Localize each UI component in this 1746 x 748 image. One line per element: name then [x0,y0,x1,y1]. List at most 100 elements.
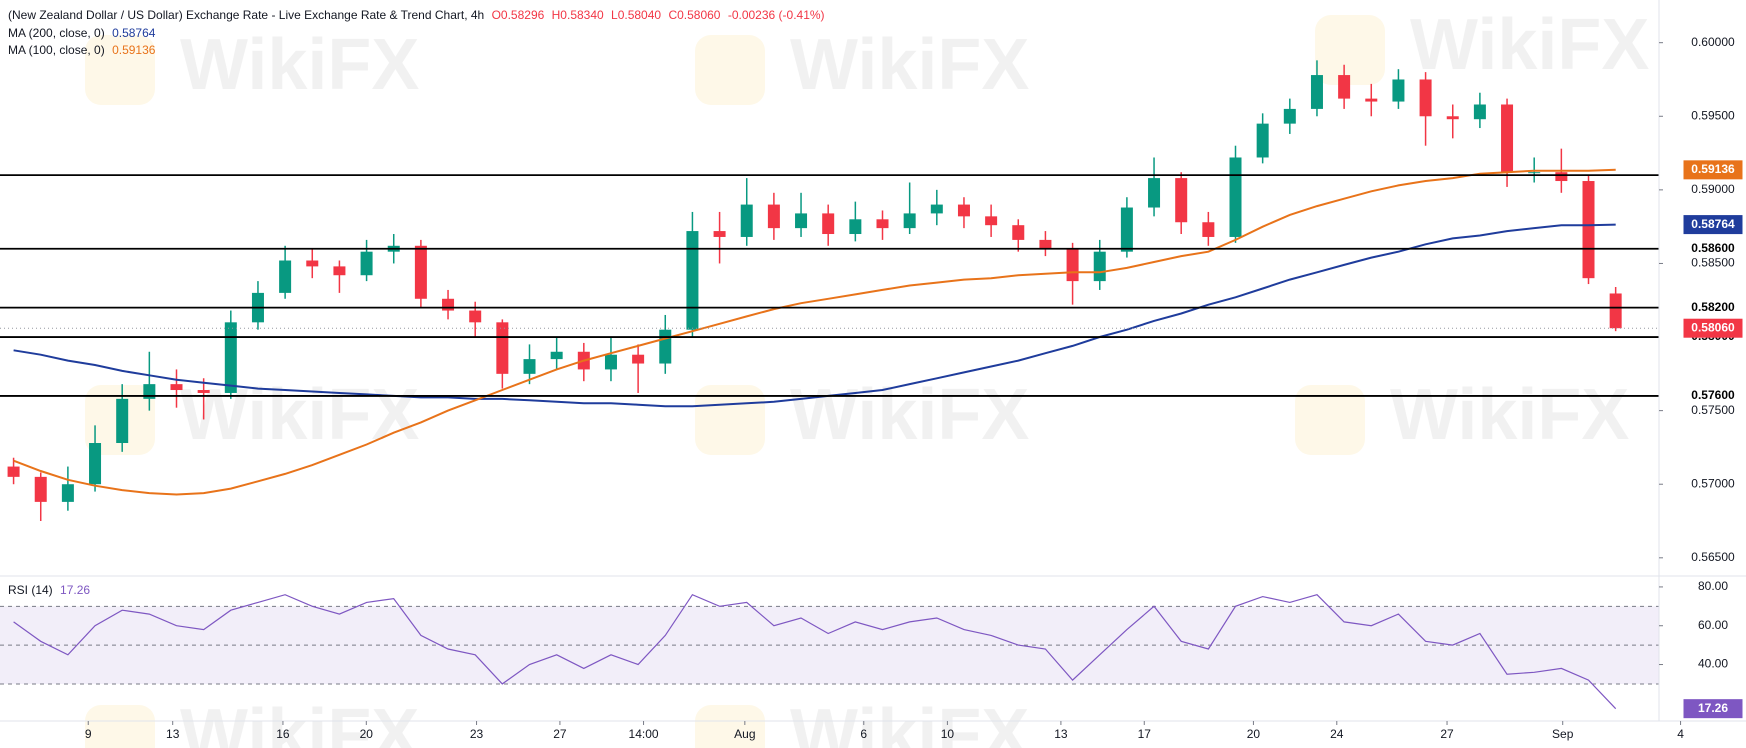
x-tick-label: 27 [1440,727,1454,741]
candle-body [197,390,210,393]
ma-label-bg [1683,160,1743,180]
watermark: WikiFX [1390,375,1629,455]
quote-low: L0.58040 [611,8,662,22]
candle-body [116,398,129,444]
x-tick-label: 16 [276,727,290,741]
candle-body [170,384,183,391]
candle-body [795,213,808,229]
candle-body [1419,79,1432,117]
x-tick-label: 9 [85,727,92,741]
candle-body [1473,104,1486,120]
candle-body [767,204,780,229]
candle-body [822,213,835,235]
legend-ma100: MA (100, close, 0) 0.59136 [8,43,159,57]
x-tick-label: 20 [1247,727,1261,741]
rsi-line [13,593,1617,710]
candle-body [1202,222,1215,237]
candle-body [1392,79,1405,102]
level-label: 0.58600 [1691,241,1735,255]
candle-body [1338,75,1351,99]
candle-body [61,484,74,502]
candle-body [414,245,427,299]
candle-body [224,322,237,393]
candle-body [333,266,346,276]
candle-body [442,298,455,311]
moving-average [13,223,1616,408]
candle-body [360,251,373,276]
level-label: 0.57600 [1691,388,1735,402]
candle-body [849,219,862,235]
legend-value: 0.58764 [112,26,156,40]
y-tick-label: 0.58500 [1691,256,1735,270]
candle-body [1283,108,1296,124]
candle-body [1093,251,1106,282]
x-tick-label: 10 [941,727,955,741]
level-label-bg [1683,298,1743,318]
level-label-bg [1683,239,1743,259]
y-tick-label: 0.56500 [1691,550,1735,564]
legend-label: MA (100, close, 0) [8,43,105,57]
candle-body [930,204,943,214]
y-tick-label: 0.60000 [1691,35,1735,49]
watermark: WikiFX [790,375,1029,455]
candle-body [469,310,482,323]
x-tick-label: 23 [470,727,484,741]
ma-label: 0.58764 [1691,217,1735,231]
candle-body [306,260,319,267]
candle-body [1609,293,1622,329]
candle-body [604,354,617,370]
candle-body [550,351,563,360]
last-price-label-bg [1683,318,1743,338]
candle-body [1555,172,1568,182]
candle-body [632,354,645,364]
watermark-logo [1295,385,1365,455]
rsi-band [0,606,1659,684]
candle-body [1582,181,1595,279]
quote-open: O0.58296 [491,8,545,22]
y-tick-label: 0.57500 [1691,403,1735,417]
candle-body [1039,239,1052,249]
level-label: 0.58200 [1691,300,1735,314]
candle-body [523,359,536,374]
candle-body [985,216,998,226]
header: (New Zealand Dollar / US Dollar) Exchang… [8,8,829,22]
candle-body [659,329,672,364]
legend-ma200: MA (200, close, 0) 0.58764 [8,26,159,40]
candle-body [1501,104,1514,173]
watermark-logo [85,705,155,748]
candle-body [713,231,726,237]
rsi-label: RSI (14) [8,583,53,597]
y-tick-label: 0.59500 [1691,108,1735,122]
candle-body [740,204,753,237]
level-label-bg [1683,386,1743,406]
candle-body [903,213,916,229]
x-tick-label: Sep [1552,727,1574,741]
candle-body [1120,207,1133,252]
x-tick-label: 20 [360,727,374,741]
watermark: WikiFX [180,375,419,455]
candle-body [34,476,47,502]
candle-body [1066,248,1079,282]
rsi-value: 17.26 [60,583,91,597]
watermark-logo [695,35,765,105]
x-tick-label: 13 [1054,727,1068,741]
x-tick-label: 4 [1677,727,1684,741]
rsi-last-label: 17.26 [1698,701,1728,715]
x-tick-label: Aug [734,727,755,741]
candle-body [7,466,20,477]
watermark: WikiFX [790,25,1029,105]
x-tick-label: 13 [166,727,180,741]
rsi-last-label-bg [1683,699,1743,719]
x-tick-label: 27 [553,727,567,741]
rsi-y-tick-label: 80.00 [1698,579,1728,593]
candle-body [1310,75,1323,109]
candle-body [1229,157,1242,237]
candle-body [1365,98,1378,102]
moving-average [13,168,1616,496]
watermark-logo [85,35,155,105]
watermark: WikiFX [180,695,419,748]
legend-value: 0.59136 [112,43,156,57]
price-axis-bg [1659,0,1746,748]
rsi-legend: RSI (14) 17.26 [8,583,94,597]
